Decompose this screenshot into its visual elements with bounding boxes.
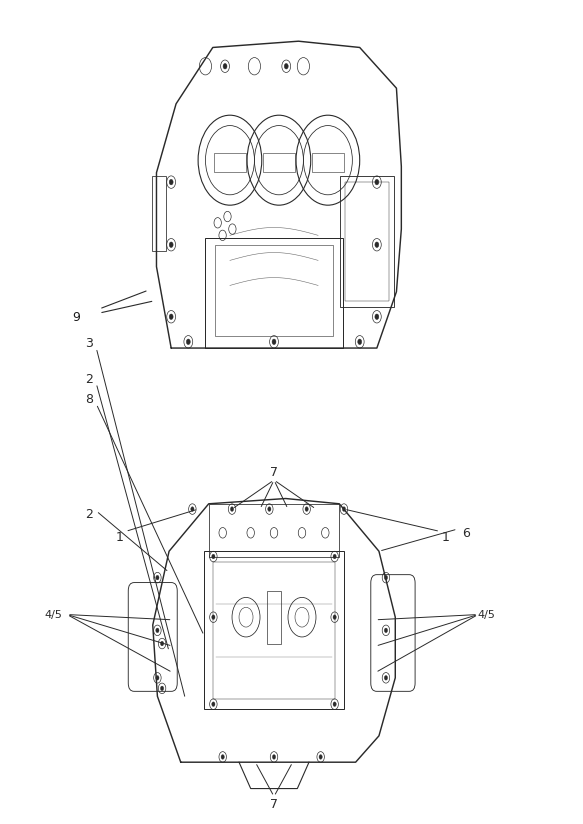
Circle shape — [169, 180, 173, 185]
Text: 2: 2 — [85, 372, 93, 386]
Bar — [152, 176, 166, 251]
Circle shape — [319, 755, 322, 759]
Circle shape — [333, 702, 336, 706]
Circle shape — [285, 63, 288, 69]
Circle shape — [212, 702, 215, 706]
Text: 7: 7 — [270, 798, 278, 811]
Bar — [209, 503, 339, 556]
Circle shape — [268, 507, 271, 512]
Bar — [205, 238, 343, 348]
Circle shape — [212, 615, 215, 620]
Circle shape — [384, 628, 388, 633]
Bar — [213, 562, 335, 699]
Circle shape — [169, 242, 173, 247]
Bar — [263, 153, 295, 172]
Bar — [340, 176, 394, 307]
Circle shape — [230, 507, 234, 512]
Circle shape — [384, 575, 388, 580]
Circle shape — [169, 314, 173, 320]
Circle shape — [342, 507, 346, 512]
Circle shape — [375, 314, 379, 320]
Bar — [345, 182, 389, 301]
Circle shape — [375, 180, 379, 185]
Circle shape — [223, 63, 227, 69]
Bar — [267, 591, 281, 644]
Circle shape — [156, 575, 159, 580]
Text: 6: 6 — [462, 527, 470, 541]
Circle shape — [272, 755, 276, 759]
Circle shape — [305, 507, 308, 512]
Circle shape — [156, 628, 159, 633]
Circle shape — [160, 686, 164, 691]
Text: 1: 1 — [115, 531, 124, 544]
Circle shape — [384, 676, 388, 680]
Circle shape — [156, 676, 159, 680]
Text: 1: 1 — [442, 531, 450, 544]
Circle shape — [212, 555, 215, 559]
Circle shape — [358, 339, 361, 344]
Text: 2: 2 — [85, 508, 93, 522]
Bar — [215, 245, 333, 335]
Text: 3: 3 — [85, 337, 93, 350]
Circle shape — [221, 755, 224, 759]
Text: 7: 7 — [270, 466, 278, 479]
Text: 9: 9 — [72, 311, 80, 324]
Bar — [214, 153, 246, 172]
Circle shape — [187, 339, 190, 344]
Circle shape — [160, 641, 164, 646]
Circle shape — [333, 615, 336, 620]
Text: 8: 8 — [85, 393, 93, 406]
Bar — [312, 153, 344, 172]
Circle shape — [191, 507, 194, 512]
Circle shape — [333, 555, 336, 559]
Text: 4/5: 4/5 — [478, 610, 496, 620]
Circle shape — [375, 242, 379, 247]
Circle shape — [272, 339, 276, 344]
Bar — [204, 551, 344, 709]
Text: 4/5: 4/5 — [45, 610, 62, 620]
